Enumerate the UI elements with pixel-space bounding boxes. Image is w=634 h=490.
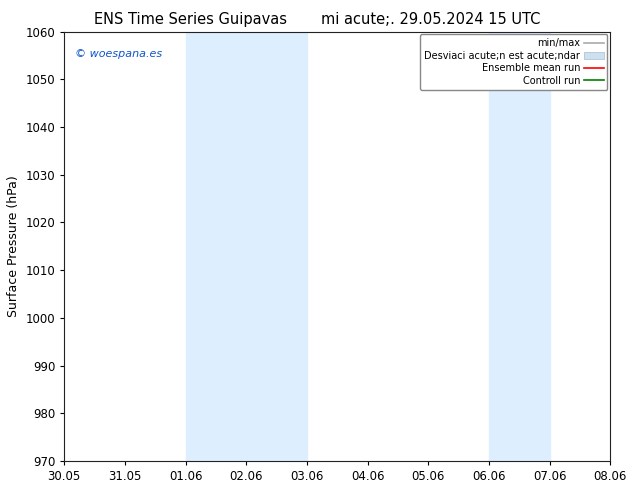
Text: ENS Time Series Guipavas: ENS Time Series Guipavas: [94, 12, 287, 27]
Y-axis label: Surface Pressure (hPa): Surface Pressure (hPa): [7, 175, 20, 317]
Text: mi acute;. 29.05.2024 15 UTC: mi acute;. 29.05.2024 15 UTC: [321, 12, 541, 27]
Bar: [186, 31, 246, 461]
Bar: [246, 31, 307, 461]
Text: © woespana.es: © woespana.es: [75, 49, 162, 59]
Legend: min/max, Desviaci acute;n est acute;ndar, Ensemble mean run, Controll run: min/max, Desviaci acute;n est acute;ndar…: [420, 34, 607, 90]
Bar: [489, 31, 550, 461]
